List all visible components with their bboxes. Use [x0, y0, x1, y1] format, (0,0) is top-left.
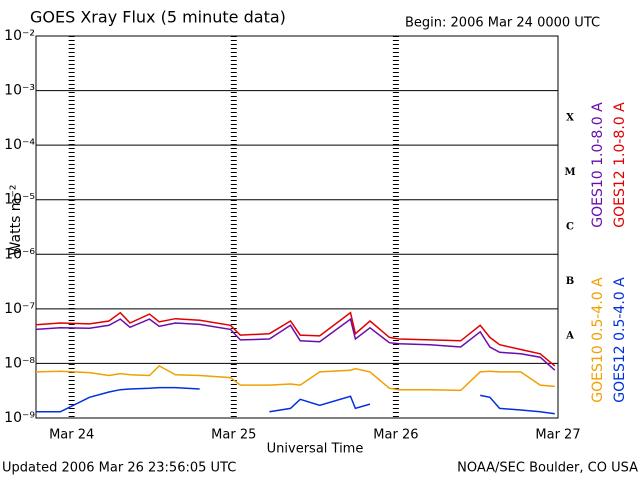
legend-entry: GOES12 0.5-4.0 A	[612, 277, 628, 403]
x-tick-label: Mar 25	[211, 428, 256, 443]
x-tick-label: Mar 24	[49, 428, 94, 443]
flare-class-label: C	[566, 222, 574, 233]
y-tick-label: 10⁻⁹	[4, 410, 35, 426]
data-line	[35, 317, 556, 371]
flare-class-label: A	[565, 331, 574, 342]
legend-entry: GOES10 0.5-4.0 A	[590, 277, 606, 403]
legend-entry: GOES12 1.0-8.0 A	[612, 102, 628, 228]
y-tick-label: 10⁻⁴	[4, 137, 35, 153]
y-tick-label: 10⁻⁵	[4, 192, 35, 208]
flare-class-label: B	[566, 276, 574, 287]
y-tick-label: 10⁻⁷	[4, 301, 35, 317]
footer-right: NOAA/SEC Boulder, CO USA	[457, 461, 638, 476]
y-tick-label: 10⁻⁸	[4, 355, 35, 371]
y-tick-label: 10⁻³	[4, 83, 35, 99]
y-axis-label: Watts m⁻²	[8, 185, 24, 256]
chart-subtitle: Begin: 2006 Mar 24 0000 UTC	[405, 16, 600, 31]
flare-class-label: X	[566, 112, 574, 123]
footer-left: Updated 2006 Mar 26 23:56:05 UTC	[2, 461, 236, 476]
plot-frame	[35, 35, 559, 419]
data-line	[36, 386, 555, 415]
x-axis-label: Universal Time	[267, 442, 364, 457]
data-line	[35, 364, 555, 392]
y-tick-label: 10⁻⁶	[4, 246, 35, 262]
chart-title: GOES Xray Flux (5 minute data)	[30, 8, 286, 27]
legend-entry: GOES10 1.0-8.0 A	[590, 102, 606, 228]
data-line	[35, 311, 556, 367]
y-tick-label: 10⁻²	[4, 28, 35, 44]
flare-class-label: M	[564, 167, 575, 178]
x-tick-label: Mar 26	[373, 428, 418, 443]
x-tick-label: Mar 27	[535, 428, 580, 443]
